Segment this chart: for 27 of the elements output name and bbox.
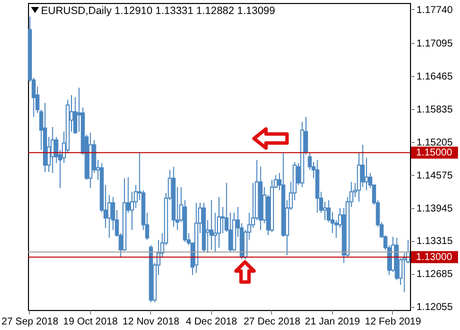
y-tick-label: 1.15205: [416, 137, 454, 148]
x-tick-label: 4 Dec 2018: [186, 316, 238, 328]
y-tick-label: 1.12685: [416, 269, 454, 280]
x-tick-label: 27 Dec 2018: [244, 316, 301, 328]
candlestick: [364, 157, 369, 191]
y-tick-label: 1.12055: [416, 302, 454, 314]
candlestick: [217, 196, 221, 248]
y-tick-label: 1.15835: [416, 104, 454, 116]
candlestick: [209, 200, 214, 250]
chart-title: EURUSD,Daily 1.12910 1.13331 1.12882 1.13099: [41, 5, 276, 17]
x-tick-label: 19 Oct 2018: [63, 316, 118, 328]
y-tick-label: 1.14575: [416, 170, 454, 182]
y-tick-label: 1.13315: [416, 236, 454, 248]
x-tick-label: 27 Sep 2018: [2, 316, 59, 328]
candlestick: [360, 144, 365, 188]
y-tick-label: 1.16465: [416, 71, 454, 82]
y-tick-label: 1.17740: [416, 4, 454, 16]
x-tick-label: 12 Nov 2018: [122, 316, 180, 328]
x-tick-label: 21 Jan 2019: [304, 316, 360, 328]
candlestick: [50, 126, 55, 174]
y-tick-label: 1.17095: [416, 38, 454, 50]
x-tick-label: 12 Feb 2019: [364, 316, 422, 328]
y-tick-label: 1.13945: [416, 203, 454, 214]
candlestick: [402, 252, 406, 293]
ref-line-label: 1.13000: [416, 252, 453, 264]
candlestick: [322, 201, 327, 221]
ref-line-label: 1.15000: [416, 148, 453, 159]
